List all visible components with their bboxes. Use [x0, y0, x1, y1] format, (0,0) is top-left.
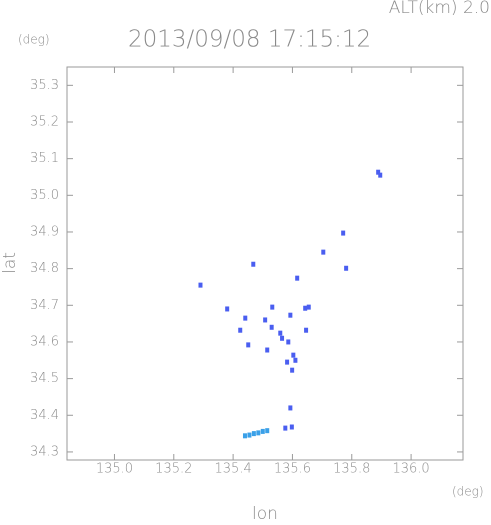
y-unit: (deg) — [18, 33, 50, 47]
data-point — [341, 230, 346, 236]
data-point — [270, 304, 275, 310]
data-point — [278, 330, 283, 336]
data-point — [242, 433, 247, 439]
y-tick-label: 35.1 — [30, 151, 59, 166]
data-point — [304, 327, 309, 333]
chart-title: 2013/09/08 17:15:12 — [128, 27, 371, 53]
x-tick-label: 135.0 — [96, 462, 133, 477]
x-tick-label: 135.8 — [333, 462, 370, 477]
x-tick-label: 135.4 — [215, 462, 252, 477]
x-tick-label: 136.0 — [392, 462, 429, 477]
data-point — [295, 275, 300, 281]
data-point — [344, 265, 349, 271]
y-tick-label: 34.9 — [30, 224, 59, 239]
data-point — [283, 425, 288, 431]
data-point — [286, 339, 291, 345]
data-point — [285, 359, 290, 365]
data-point — [265, 428, 270, 434]
chart-subtitle: ALT(km) 2.0 — [389, 0, 490, 18]
x-tick-label: 135.2 — [155, 462, 192, 477]
data-point — [256, 430, 261, 436]
y-tick-label: 34.4 — [30, 408, 59, 423]
data-point — [243, 315, 248, 321]
y-tick-label: 34.3 — [30, 444, 59, 459]
data-point — [251, 431, 256, 437]
x-tick-label: 135.6 — [274, 462, 311, 477]
data-point — [293, 357, 298, 363]
data-point — [290, 367, 295, 373]
data-point — [291, 352, 296, 358]
data-point — [303, 305, 308, 311]
y-tick-label: 35.2 — [30, 114, 59, 129]
plot-frame — [66, 66, 464, 461]
y-tick-label: 35.3 — [30, 78, 59, 93]
data-point — [269, 324, 274, 330]
y-tick-label: 34.6 — [30, 334, 59, 349]
data-point — [265, 347, 270, 353]
x-unit: (deg) — [452, 485, 484, 499]
data-point — [306, 304, 311, 310]
y-tick-label: 34.8 — [30, 261, 59, 276]
data-point — [280, 335, 285, 341]
data-point — [263, 317, 268, 323]
data-point — [246, 342, 251, 348]
data-point — [378, 172, 383, 178]
data-point — [247, 432, 252, 438]
y-tick-label: 34.5 — [30, 371, 59, 386]
data-point — [260, 428, 265, 434]
x-axis-label: lon — [252, 504, 278, 521]
data-point — [198, 282, 203, 288]
y-tick-label: 35.0 — [30, 188, 59, 203]
data-point — [288, 312, 293, 318]
data-point — [321, 249, 326, 255]
data-point — [289, 424, 294, 430]
data-point — [376, 169, 381, 175]
data-point — [238, 327, 243, 333]
data-point — [288, 405, 293, 411]
y-tick-label: 34.7 — [30, 298, 59, 313]
y-axis-label: lat — [0, 252, 20, 274]
data-point — [225, 306, 230, 312]
data-point — [251, 261, 256, 267]
